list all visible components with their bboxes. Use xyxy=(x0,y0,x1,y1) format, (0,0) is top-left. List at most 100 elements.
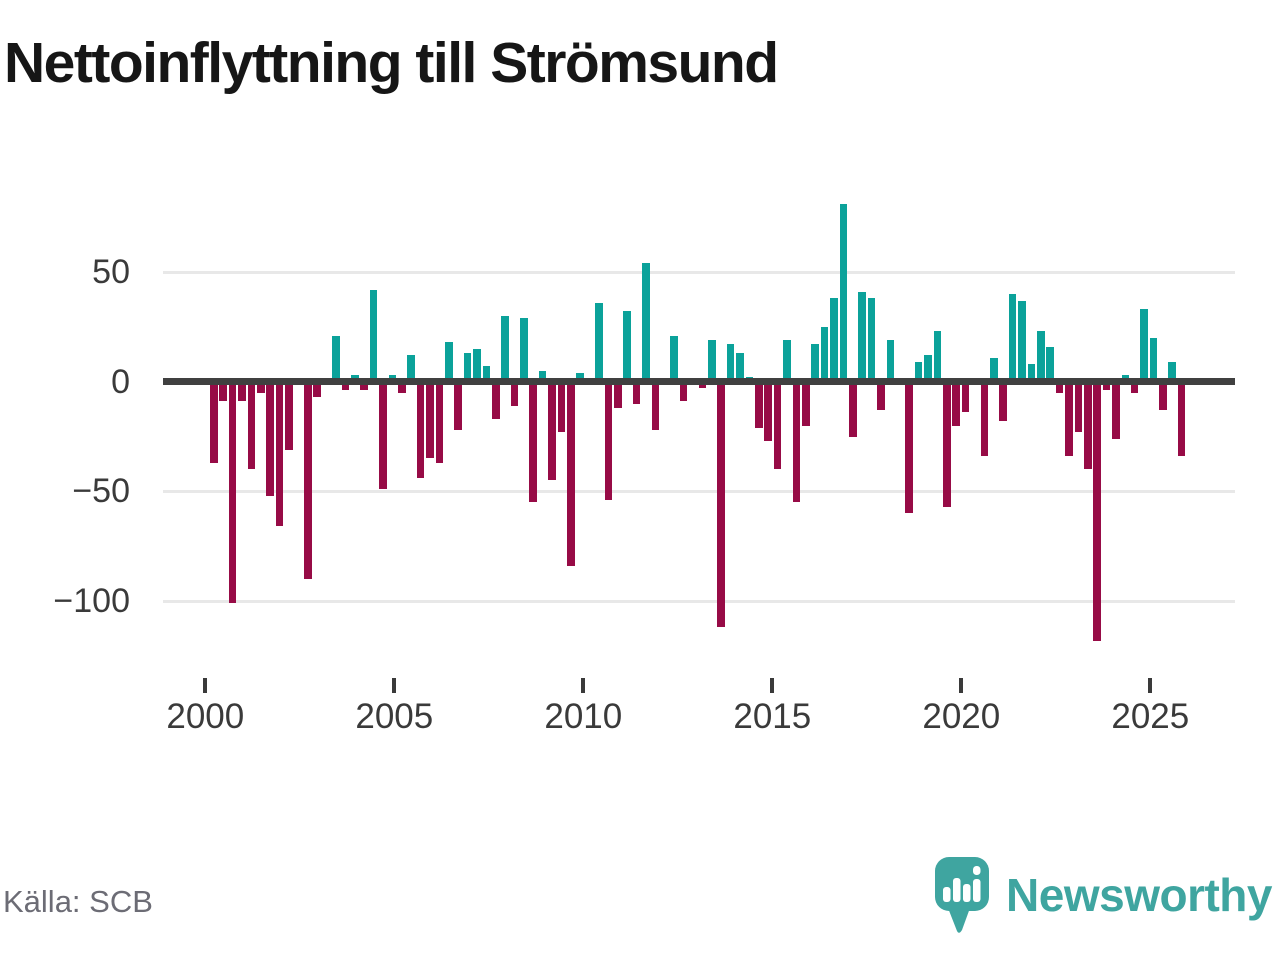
y-axis-label--50: −50 xyxy=(72,472,130,511)
bar-2023Q1 xyxy=(1074,381,1083,433)
bar-2017Q3 xyxy=(867,298,876,382)
bar-2005Q1 xyxy=(397,381,406,393)
x-tick-mark-2005 xyxy=(392,678,397,693)
bar-2018Q4 xyxy=(914,361,923,382)
bar-2024Q1 xyxy=(1112,381,1120,439)
x-axis-label-2015: 2015 xyxy=(733,697,812,736)
x-axis-label-2020: 2020 xyxy=(922,697,1001,736)
bar-2005Q2 xyxy=(407,355,415,382)
bar-2000Q4 xyxy=(238,381,246,402)
bar-2009Q1 xyxy=(548,381,556,481)
bar-2022Q2 xyxy=(1046,346,1054,382)
y-axis-label-0: 0 xyxy=(111,362,130,401)
bar-2002Q4 xyxy=(313,381,321,398)
bar-2010Q4 xyxy=(614,381,622,408)
bar-2011Q3 xyxy=(642,263,650,382)
bar-2015Q3 xyxy=(792,381,801,503)
bar-2006Q2 xyxy=(444,342,453,382)
bar-2007Q4 xyxy=(501,315,509,382)
bar-2015Q4 xyxy=(802,381,810,426)
x-axis-label-2010: 2010 xyxy=(544,697,623,736)
x-tick-mark-2015 xyxy=(770,678,775,693)
bar-2016Q3 xyxy=(830,298,838,382)
bar-2016Q2 xyxy=(820,326,829,382)
bar-2001Q1 xyxy=(247,381,256,470)
x-axis-label-2005: 2005 xyxy=(355,697,434,736)
bar-2020Q3 xyxy=(980,381,989,457)
bar-2002Q3 xyxy=(303,381,312,580)
x-tick-mark-2020 xyxy=(959,678,964,693)
bar-2019Q4 xyxy=(952,381,960,426)
bar-2014Q1 xyxy=(736,353,744,382)
bar-2021Q2 xyxy=(1008,293,1017,382)
bar-2017Q1 xyxy=(848,381,857,437)
bar-2007Q2 xyxy=(482,366,491,382)
bar-2023Q4 xyxy=(1102,381,1111,391)
x-tick-mark-2000 xyxy=(203,678,208,693)
bar-2004Q2 xyxy=(369,289,378,382)
bar-2008Q2 xyxy=(520,318,528,382)
bar-2004Q1 xyxy=(360,381,368,391)
bar-2013Q4 xyxy=(726,344,735,382)
bar-2019Q3 xyxy=(942,381,951,507)
bar-2023Q2 xyxy=(1083,381,1092,470)
bar-2006Q3 xyxy=(454,381,462,430)
bar-2021Q3 xyxy=(1018,300,1026,382)
gridline-50 xyxy=(163,270,1235,274)
page-title: Nettoinflyttning till Strömsund xyxy=(4,31,779,95)
bar-2020Q1 xyxy=(961,381,970,413)
gridline--100 xyxy=(163,599,1235,603)
newsworthy-logo: Newsworthy xyxy=(934,856,1272,934)
bar-2011Q1 xyxy=(623,311,632,382)
bar-2001Q2 xyxy=(256,381,265,393)
bar-2016Q1 xyxy=(811,344,819,382)
bar-2005Q3 xyxy=(416,381,425,479)
bar-2011Q4 xyxy=(651,381,660,430)
bar-2023Q3 xyxy=(1093,381,1101,641)
bar-2009Q4 xyxy=(576,372,585,382)
bar-2025Q3 xyxy=(1168,361,1177,382)
bar-2012Q3 xyxy=(679,381,688,402)
bar-2000Q3 xyxy=(228,381,237,604)
bar-2010Q2 xyxy=(595,302,603,382)
bar-2021Q4 xyxy=(1027,364,1036,382)
bar-2017Q2 xyxy=(858,291,866,382)
bar-2018Q1 xyxy=(886,340,895,382)
bar-2014Q3 xyxy=(755,381,763,428)
y-axis-label--100: −100 xyxy=(53,582,130,621)
bar-2008Q3 xyxy=(529,381,538,503)
zero-baseline xyxy=(163,378,1235,386)
bar-2011Q2 xyxy=(632,381,641,404)
bar-2022Q4 xyxy=(1065,381,1073,457)
y-axis-label-50: 50 xyxy=(92,253,130,291)
bar-2013Q3 xyxy=(717,381,726,628)
x-axis-label-2000: 2000 xyxy=(166,697,245,736)
bar-2012Q2 xyxy=(670,335,679,382)
bar-2004Q3 xyxy=(379,381,387,490)
bar-2007Q1 xyxy=(473,348,481,382)
bar-2025Q2 xyxy=(1159,381,1167,411)
bar-2021Q1 xyxy=(999,381,1007,422)
bar-2022Q3 xyxy=(1055,381,1064,393)
bar-2000Q2 xyxy=(219,381,227,402)
newsworthy-logo-text: Newsworthy xyxy=(1006,869,1272,921)
bar-2015Q2 xyxy=(783,340,791,382)
bar-2003Q3 xyxy=(341,381,350,391)
newsworthy-logo-icon xyxy=(935,857,990,933)
bar-2025Q1 xyxy=(1149,337,1158,382)
bar-2002Q1 xyxy=(285,381,293,450)
gridline--50 xyxy=(163,489,1235,493)
x-axis-label-2025: 2025 xyxy=(1111,697,1190,736)
bar-2024Q4 xyxy=(1140,309,1148,382)
x-tick-mark-2025 xyxy=(1148,678,1153,693)
bar-2024Q3 xyxy=(1130,381,1139,393)
bar-2022Q1 xyxy=(1036,331,1045,382)
x-tick-mark-2010 xyxy=(581,678,586,693)
bar-2025Q4 xyxy=(1177,381,1186,457)
bar-2001Q3 xyxy=(266,381,274,496)
bar-2017Q4 xyxy=(877,381,885,411)
bar-2009Q2 xyxy=(557,381,566,433)
source-label: Källa: SCB xyxy=(3,884,153,919)
bar-2010Q3 xyxy=(604,381,613,501)
